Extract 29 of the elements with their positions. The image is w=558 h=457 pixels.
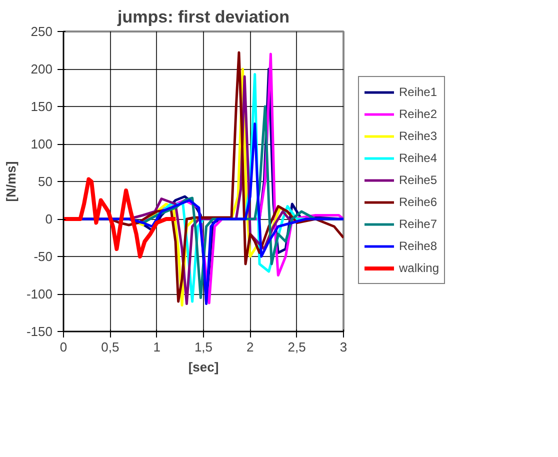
legend-label: Reihe4 (399, 151, 438, 165)
y-axis-title: [N/ms] (3, 161, 18, 202)
y-tick-label: 250 (30, 24, 53, 39)
x-tick-label: 2 (246, 340, 254, 354)
y-tick-label: -100 (26, 286, 53, 302)
y-tick-label: 100 (30, 136, 53, 152)
x-tick-label: 3 (340, 340, 348, 354)
legend-label: Reihe7 (399, 217, 438, 231)
y-tick-label: -150 (26, 324, 53, 339)
legend-label: Reihe3 (399, 129, 438, 143)
legend-label: Reihe8 (399, 239, 438, 253)
y-tick-label: 200 (30, 62, 53, 76)
x-tick-label: 0 (60, 340, 68, 354)
x-tick-label: 0,5 (101, 340, 120, 354)
x-tick-label: 1 (153, 340, 160, 354)
legend-label: Reihe5 (399, 173, 438, 187)
x-tick-label: 2,5 (288, 340, 306, 354)
x-tick-label: 1,5 (194, 340, 213, 354)
y-tick-label: 50 (38, 174, 53, 189)
y-tick-label: 150 (30, 99, 53, 114)
chart-title: jumps: first deviation (116, 8, 290, 26)
legend-label: Reihe1 (399, 85, 438, 99)
line-series (64, 177, 178, 258)
y-tick-label: -50 (34, 249, 53, 264)
legend-label: Reihe6 (399, 195, 438, 209)
x-axis-title: [sec] (188, 360, 219, 374)
legend-label: walking (399, 261, 440, 275)
legend-label: Reihe2 (399, 107, 438, 121)
y-tick-label: 0 (45, 212, 53, 226)
